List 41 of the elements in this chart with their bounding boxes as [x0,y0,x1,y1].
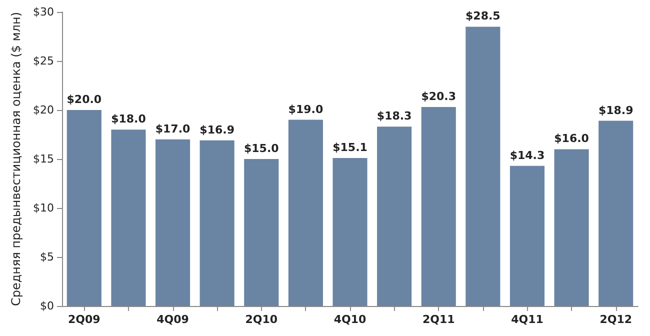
bar [510,166,545,306]
data-label: $14.3 [510,148,545,162]
x-tick-label: 4Q10 [334,313,366,326]
bar [155,139,190,306]
data-label: $28.5 [466,10,500,23]
y-tick-label: $15 [33,152,54,166]
bar [554,149,589,306]
x-tick-label: 4Q11 [511,313,544,326]
bar [598,120,634,306]
data-label: $16.0 [554,132,590,146]
data-label: $19.0 [288,102,324,116]
y-tick-label: $25 [33,54,54,68]
y-tick-label: $10 [33,202,54,214]
bar [288,120,323,306]
data-label: $17.0 [155,122,191,136]
bar [200,140,234,306]
y-axis-title: Средняя предынвестиционная оценка ($ млн) [9,12,23,306]
y-tick-label: $30 [33,6,54,18]
x-tick-label: 4Q09 [156,313,189,326]
data-label: $18.9 [598,104,634,117]
x-tick-label: 2Q10 [245,313,278,326]
data-label: $16.9 [200,123,234,136]
data-label: $15.0 [244,142,280,155]
x-tick-label: 2Q11 [422,313,455,326]
y-tick-label: $0 [40,300,54,312]
bar [377,126,412,306]
x-tick-label: 2Q12 [600,313,632,326]
bar [111,130,146,306]
data-label: $20.0 [66,93,102,106]
data-label: $18.3 [376,110,412,123]
bar [421,107,456,306]
y-tick-label: $20 [33,104,54,116]
x-tick-label: 2Q09 [68,313,100,326]
y-tick-label: $5 [40,250,54,264]
bar [66,110,102,306]
data-label: $18.0 [111,112,146,126]
bar [332,158,368,306]
bar [466,26,500,306]
bar [244,159,279,306]
data-label: $20.3 [421,90,456,104]
data-label: $15.1 [332,141,368,154]
